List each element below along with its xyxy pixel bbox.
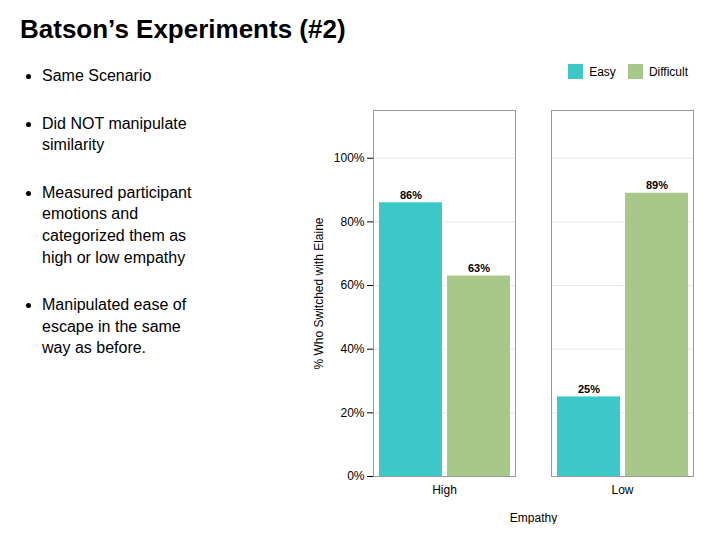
svg-text:0%: 0% [347, 469, 365, 483]
html-text:Batson’s Experiments (#2): Batson’s Experiments (#2) [20, 14, 346, 44]
svg-text:63%: 63% [468, 262, 490, 274]
svg-text:40%: 40% [340, 342, 364, 356]
svg-text:86%: 86% [400, 189, 422, 201]
html-text:Same Scenario: Same Scenario [42, 67, 152, 84]
svg-text:Low: Low [611, 483, 633, 497]
html-text:Manipulated ease of escape in: Manipulated ease of escape in the same w… [42, 296, 187, 357]
svg-text:% Who Switched with Elaine: % Who Switched with Elaine [312, 217, 326, 369]
svg-text:Empathy: Empathy [510, 511, 557, 525]
svg-text:60%: 60% [340, 278, 364, 292]
svg-text:100%: 100% [334, 151, 365, 165]
html-text:Measured participant emotions: Measured participant emotions and catego… [42, 183, 192, 266]
svg-text:20%: 20% [340, 406, 364, 420]
html-text:Did NOT manipulate similarity: Did NOT manipulate similarity [42, 114, 187, 154]
svg-text:25%: 25% [578, 383, 600, 395]
svg-text:High: High [432, 483, 457, 497]
svg-text:89%: 89% [646, 179, 668, 191]
html-text:Difficult: Difficult [648, 64, 688, 79]
svg-text:80%: 80% [340, 215, 364, 229]
html-text:Easy: Easy [589, 64, 616, 79]
